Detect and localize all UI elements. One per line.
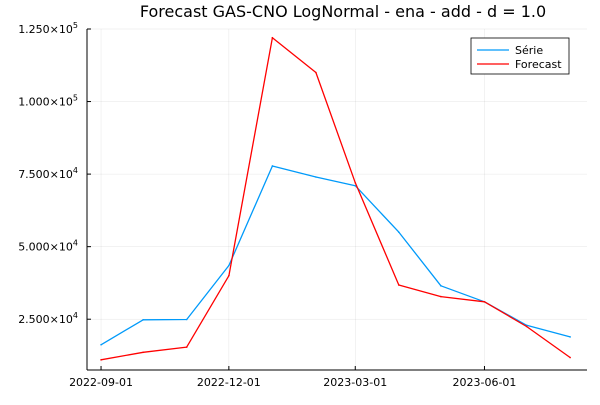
data-point	[142, 318, 144, 321]
data-point	[569, 356, 571, 359]
tick-labels: 2022-09-01 2022-12-01 2023-03-01 2023-06-01…	[18, 21, 516, 389]
series-line-série	[100, 165, 571, 346]
data-point	[100, 343, 102, 346]
x-tick-label: 2023-06-01	[453, 376, 517, 389]
data-point	[271, 36, 274, 39]
data-point	[354, 182, 357, 184]
data-point	[397, 284, 400, 286]
data-point	[228, 274, 230, 277]
legend-box	[470, 37, 570, 75]
chart-title: Forecast GAS-CNO LogNormal - ena - add -…	[140, 2, 546, 21]
y-tick-label: 2.500×104	[18, 311, 78, 326]
data-point	[569, 336, 571, 338]
data-point	[483, 301, 486, 303]
y-tick-label: 1.250×105	[18, 21, 78, 36]
data-point	[271, 165, 274, 167]
data-point	[100, 359, 102, 361]
series-line-forecast	[100, 37, 571, 361]
data-point	[228, 264, 230, 267]
data-point	[525, 325, 528, 328]
data-point	[397, 231, 400, 233]
series-lines	[100, 36, 571, 361]
x-tick-label: 2023-03-01	[323, 376, 387, 389]
data-point	[185, 318, 188, 321]
data-point	[185, 346, 188, 348]
data-point	[315, 176, 317, 178]
axes	[86, 28, 587, 371]
x-tick-label: 2022-09-01	[69, 376, 133, 389]
data-point	[315, 71, 317, 74]
y-tick-label: 7.500×104	[18, 166, 78, 181]
grid	[87, 28, 587, 370]
data-point	[440, 285, 442, 287]
legend-label: Série	[515, 44, 543, 57]
y-tick-label: 5.000×104	[18, 239, 78, 254]
y-tick-label: 1.000×105	[18, 94, 78, 109]
legend-label: Forecast	[515, 58, 562, 71]
x-tick-label: 2022-12-01	[197, 376, 261, 389]
data-point	[354, 184, 357, 187]
data-point	[440, 295, 442, 298]
data-point	[142, 351, 144, 354]
